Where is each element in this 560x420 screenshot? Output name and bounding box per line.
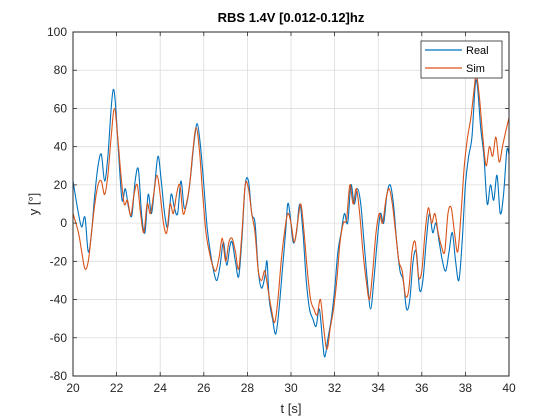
y-tick-label: -80 (50, 369, 68, 383)
x-tick-label: 32 (328, 381, 342, 395)
x-tick-label: 24 (154, 381, 168, 395)
x-tick-label: 26 (197, 381, 211, 395)
y-tick-label: 0 (60, 216, 67, 230)
x-tick-label: 20 (66, 381, 80, 395)
series-line-sim (72, 73, 510, 350)
x-tick-label: 22 (110, 381, 124, 395)
y-tick-label: 40 (54, 140, 68, 154)
legend: Real Sim (420, 40, 503, 79)
y-axis-ticks: -80 -60 -40 -20 0 20 40 60 80 100 (47, 25, 509, 383)
y-tick-label: 60 (54, 101, 68, 115)
chart-title: RBS 1.4V [0.012-0.12]hz (218, 10, 365, 25)
y-axis-label: y [°] (26, 193, 41, 216)
series-layer (72, 73, 510, 358)
y-tick-label: -40 (50, 293, 68, 307)
x-tick-label: 34 (372, 381, 386, 395)
x-tick-label: 28 (241, 381, 255, 395)
x-tick-label: 36 (415, 381, 429, 395)
y-tick-label: 20 (54, 178, 68, 192)
x-axis-label: t [s] (281, 401, 302, 416)
legend-label-real: Real (466, 45, 489, 57)
y-tick-label: -20 (50, 254, 68, 268)
x-tick-label: 40 (502, 381, 516, 395)
legend-label-sim: Sim (466, 63, 485, 75)
x-tick-label: 30 (284, 381, 298, 395)
y-tick-label: -60 (50, 331, 68, 345)
x-axis-ticks: 20 22 24 26 28 30 32 34 36 38 40 (66, 32, 516, 395)
legend-box (420, 40, 503, 79)
x-tick-label: 38 (459, 381, 473, 395)
y-tick-label: 80 (54, 63, 68, 77)
y-tick-label: 100 (47, 25, 67, 39)
